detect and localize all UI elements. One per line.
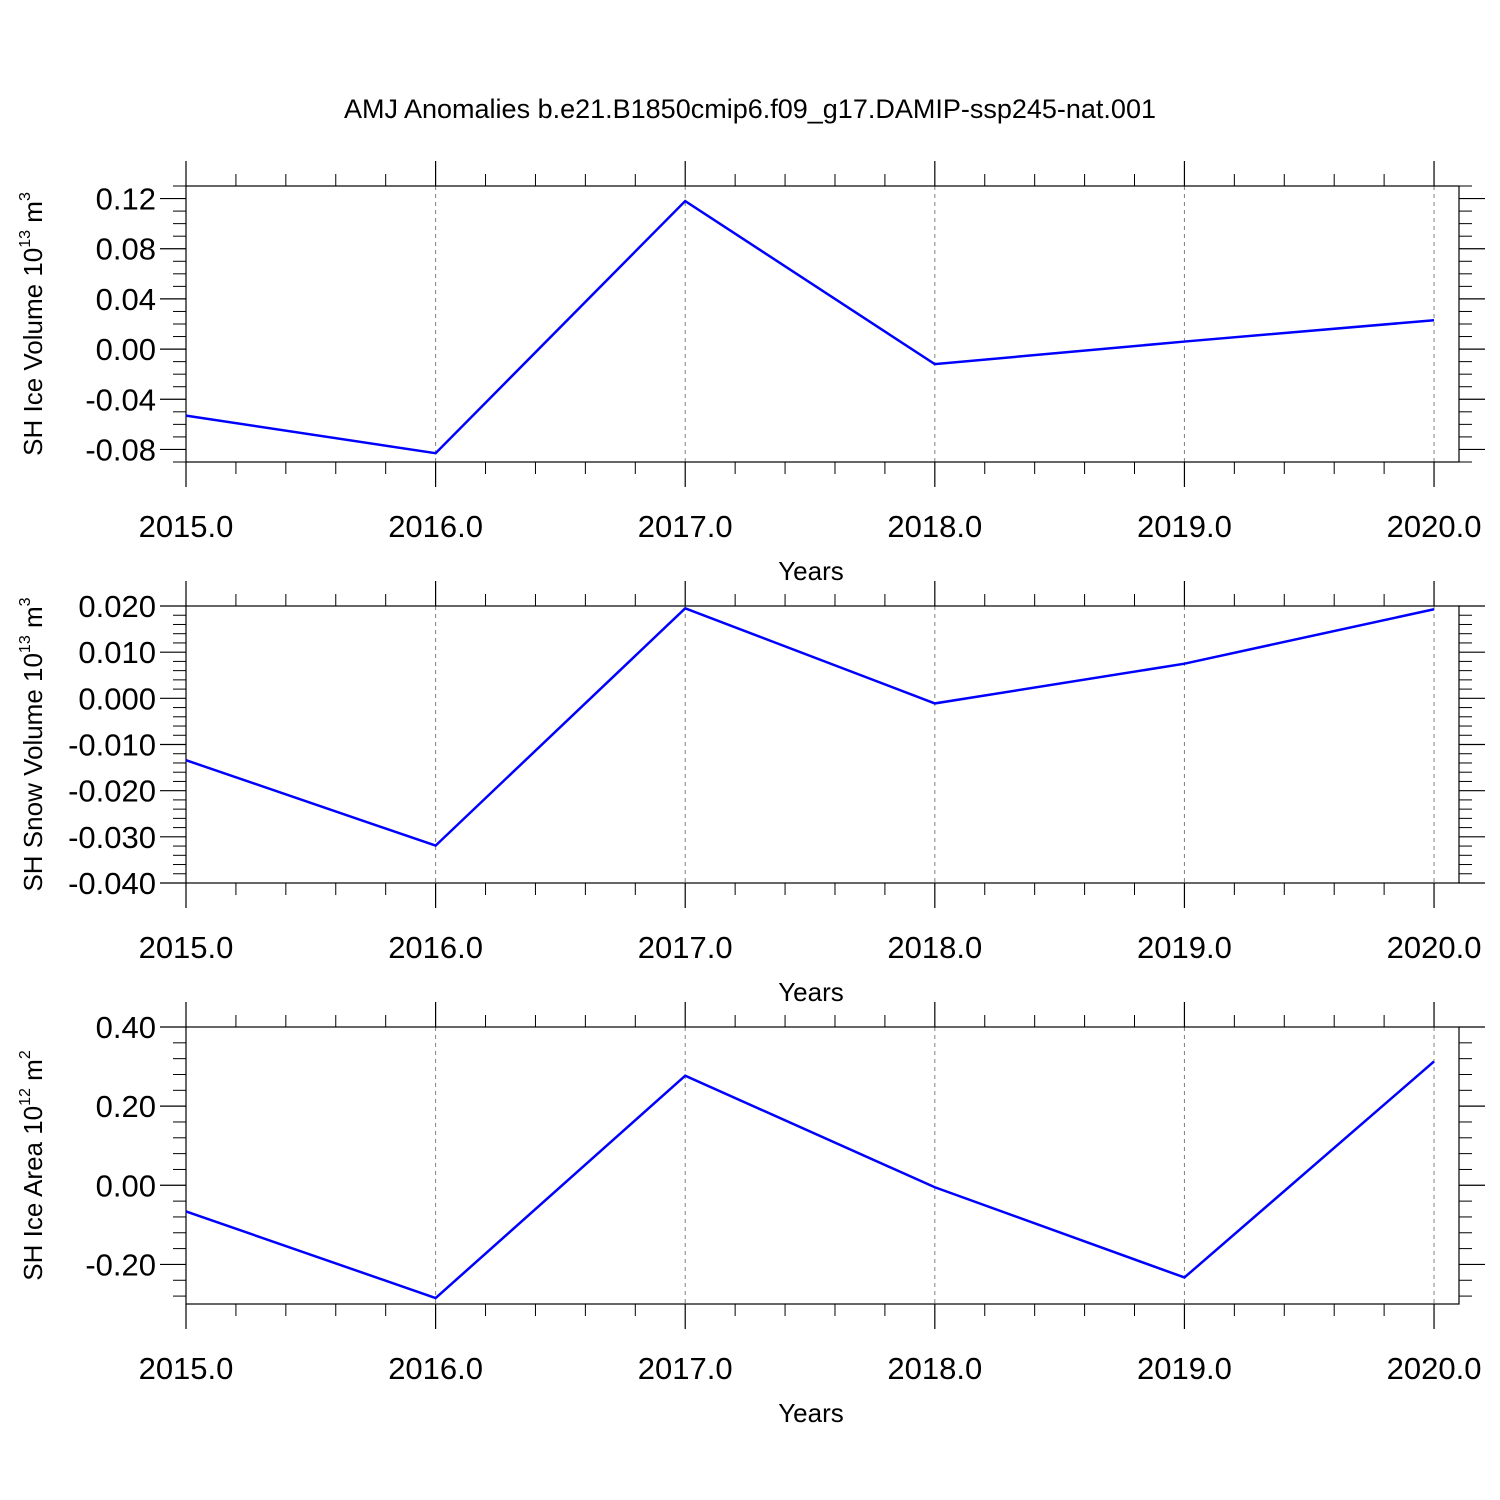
x-tick-label: 2015.0 — [139, 930, 234, 965]
chart-panel-3: 2015.0 2016.0 2017.0 2018.0 2019.0 2020.0 -0.2… — [17, 1002, 1485, 1428]
y-tick-label: 0.20 — [96, 1089, 156, 1124]
x-tick-label: 2019.0 — [1137, 930, 1232, 965]
y-tick-label: 0.000 — [78, 681, 156, 716]
x-axis-label: Years — [778, 1398, 844, 1428]
y-tick-label: 0.08 — [96, 232, 156, 267]
series-line — [185, 1060, 1435, 1300]
y-tick-label: 0.00 — [96, 1168, 156, 1203]
y-tick-label: 0.04 — [96, 282, 156, 317]
y-axis-label: SH Ice Volume 1013 m3 — [17, 192, 48, 456]
x-tick-label: 2018.0 — [887, 509, 982, 544]
x-tick-label: 2016.0 — [388, 509, 483, 544]
y-axis-label: SH Ice Area 1012 m2 — [17, 1050, 48, 1281]
series-line — [185, 606, 1435, 848]
x-tick-label: 2016.0 — [388, 930, 483, 965]
plot-frame — [185, 185, 1460, 463]
y-tick-label: 0.010 — [78, 635, 156, 670]
y-tick-label: -0.20 — [85, 1247, 156, 1282]
x-tick-label: 2016.0 — [388, 1351, 483, 1386]
y-tick-label: 0.12 — [96, 182, 156, 217]
x-tick-label: 2018.0 — [887, 1351, 982, 1386]
y-tick-label: -0.08 — [85, 432, 156, 467]
y-tick-label: -0.04 — [85, 382, 156, 417]
y-tick-label: 0.020 — [78, 589, 156, 624]
y-tick-label: -0.030 — [68, 820, 156, 855]
x-axis-label: Years — [778, 977, 844, 1007]
x-tick-label: 2020.0 — [1387, 1351, 1482, 1386]
x-tick-label: 2019.0 — [1137, 1351, 1232, 1386]
x-tick-label: 2017.0 — [638, 1351, 733, 1386]
y-tick-label: 0.40 — [96, 1010, 156, 1045]
x-tick-label: 2020.0 — [1387, 509, 1482, 544]
chart-panel-1: 2015.0 2016.0 2017.0 2018.0 2019.0 2020.0 -0.0… — [17, 161, 1485, 586]
x-tick-label: 2020.0 — [1387, 930, 1482, 965]
y-tick-label: -0.010 — [68, 728, 156, 763]
x-tick-label: 2018.0 — [887, 930, 982, 965]
y-axis-label: SH Snow Volume 1013 m3 — [17, 597, 48, 891]
chart-panel-2: 2015.0 2016.0 2017.0 2018.0 2019.0 2020.0 -0.0… — [17, 581, 1485, 1007]
x-tick-label: 2017.0 — [638, 930, 733, 965]
y-tick-label: 0.00 — [96, 332, 156, 367]
x-tick-label: 2015.0 — [139, 509, 234, 544]
series-line — [185, 199, 1435, 455]
y-tick-label: -0.020 — [68, 774, 156, 809]
plot-frame — [185, 605, 1460, 884]
x-tick-label: 2017.0 — [638, 509, 733, 544]
y-tick-label: -0.040 — [68, 866, 156, 901]
x-tick-label: 2019.0 — [1137, 509, 1232, 544]
page-title: AMJ Anomalies b.e21.B1850cmip6.f09_g17.D… — [344, 94, 1156, 124]
plot-frame — [185, 1026, 1460, 1305]
x-tick-label: 2015.0 — [139, 1351, 234, 1386]
x-axis-label: Years — [778, 556, 844, 586]
